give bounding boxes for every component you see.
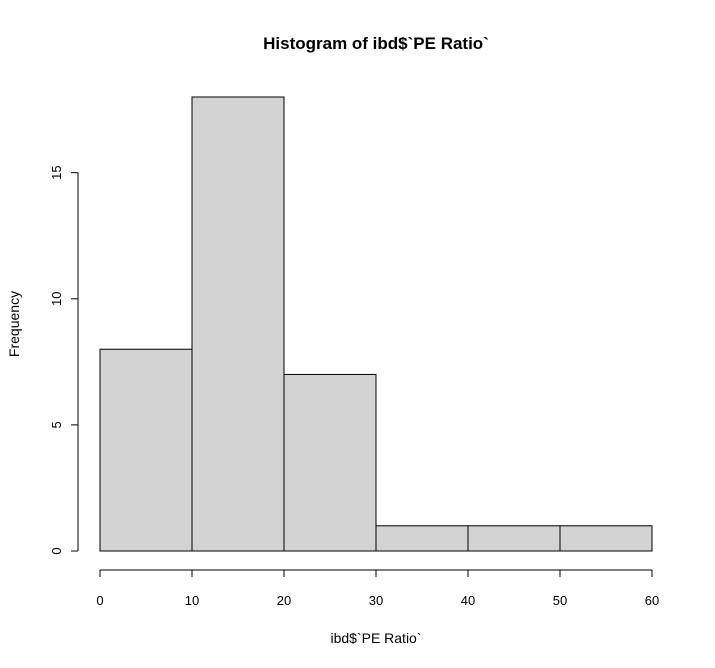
histogram-bar: [467, 525, 561, 552]
x-axis: 0 10 20 30 40 50 60: [96, 569, 659, 608]
y-tick-label: 5: [49, 421, 64, 428]
x-axis-label: ibd$`PE Ratio`: [330, 630, 421, 646]
histogram-bar: [99, 348, 193, 552]
histogram-bar: [283, 373, 377, 552]
histogram-bar: [191, 96, 285, 552]
x-tick-label: 0: [96, 593, 103, 608]
x-tick-label: 10: [185, 593, 199, 608]
y-axis: 0 5 10 15: [49, 165, 79, 555]
histogram-bar: [375, 525, 469, 552]
y-axis-label: Frequency: [6, 291, 22, 357]
x-tick-label: 20: [277, 593, 291, 608]
x-tick-label: 50: [553, 593, 567, 608]
x-tick-label: 40: [461, 593, 475, 608]
bars-group: [99, 96, 653, 552]
y-tick-label: 15: [49, 165, 64, 179]
histogram-bar: [559, 525, 653, 552]
chart-title: Histogram of ibd$`PE Ratio`: [263, 34, 489, 53]
x-tick-label: 60: [645, 593, 659, 608]
x-tick-label: 30: [369, 593, 383, 608]
y-tick-label: 0: [49, 547, 64, 554]
y-tick-label: 10: [49, 292, 64, 306]
